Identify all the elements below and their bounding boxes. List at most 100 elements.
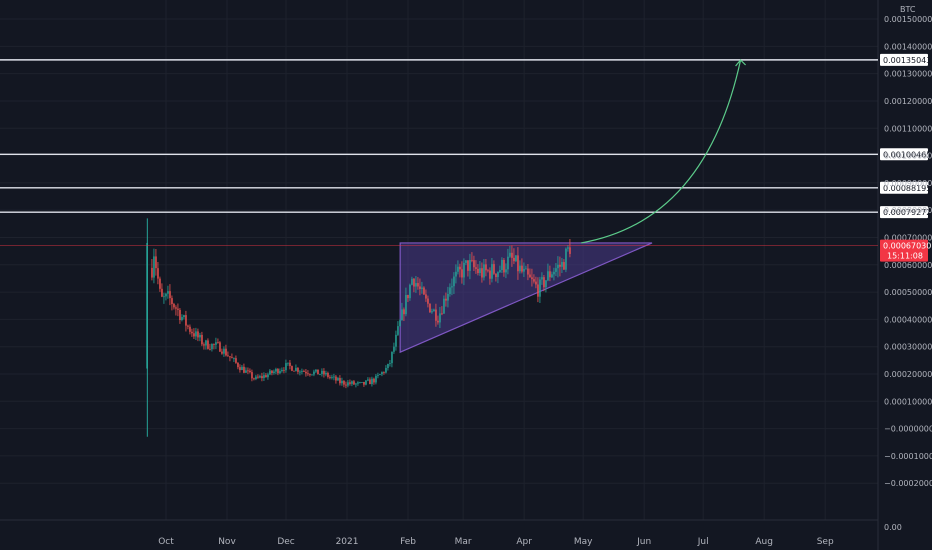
level-tag (880, 181, 928, 194)
x-tick-label: Aug (755, 537, 773, 547)
candle-body (169, 291, 171, 299)
candle-body (417, 283, 419, 287)
price-axis[interactable]: 0.001600000.001500000.001400000.00130000… (884, 0, 932, 488)
candle-body (425, 294, 427, 299)
time-axis[interactable]: Oct Nov Dec 2021 Feb Mar Apr May Jun Jul Aug Sep (158, 537, 834, 547)
candle-body (361, 381, 363, 383)
candle-body (187, 325, 189, 327)
candle-body (167, 291, 169, 294)
candle-body (423, 287, 425, 295)
x-tick-label: Dec (277, 537, 294, 547)
y-tick-label: 0.00080000 (884, 206, 932, 215)
candle-body (405, 294, 407, 315)
candle-body (371, 378, 373, 385)
candle-body (199, 334, 201, 338)
horizontal-levels[interactable]: 0.00135043 0.00100465 0.00088195 0.00079272 (0, 53, 931, 219)
candle-body (401, 309, 403, 321)
candle-body (189, 326, 191, 332)
candle-body (467, 260, 469, 271)
candle-body (263, 375, 265, 379)
y-tick-label: −0.00020000 (884, 479, 932, 488)
candle-body (347, 382, 349, 386)
candle-body (437, 320, 439, 323)
candle-body (373, 378, 375, 383)
candle-body (357, 382, 359, 384)
candle-body (359, 382, 361, 384)
y-tick-label: 0.00150000 (884, 15, 932, 24)
candle-body (431, 311, 433, 313)
candle-body (523, 268, 525, 272)
candle-body (459, 266, 461, 270)
candle-body (461, 269, 463, 278)
candle-body (557, 264, 559, 269)
candle-body (241, 366, 243, 371)
candle-body (231, 357, 233, 359)
x-tick-label: Jun (636, 537, 651, 547)
current-price-label: 0.00067030 (883, 242, 931, 251)
candle-body (295, 367, 297, 371)
candle-body (175, 307, 177, 309)
y-tick-label: 0.00070000 (884, 233, 932, 242)
candle-body (229, 356, 231, 358)
x-tick-label: Apr (516, 537, 532, 547)
candle-body (497, 272, 499, 278)
candle-body (179, 309, 181, 321)
candle-body (161, 288, 163, 297)
projection-arrow[interactable] (581, 59, 747, 244)
candle-body (535, 281, 537, 285)
candle-body (311, 374, 313, 376)
candle-body (243, 366, 245, 373)
candle-body (501, 259, 503, 271)
lower-pane-label: 0.00 (884, 523, 902, 532)
candle-body (447, 293, 449, 301)
candle-body (349, 382, 351, 384)
candle-body (151, 267, 153, 278)
triangle-shape[interactable] (399, 242, 653, 354)
candle-body (421, 287, 423, 289)
candle-body (413, 278, 415, 287)
candle-body (265, 375, 267, 378)
candle-body (541, 277, 543, 280)
y-tick-label: 0.00110000 (884, 124, 932, 133)
arrow-curve[interactable] (581, 59, 742, 244)
candle-body (369, 379, 371, 385)
candle-body (299, 371, 301, 373)
candle-body (473, 260, 475, 268)
candle-body (409, 284, 411, 299)
y-tick-label: 0.00120000 (884, 97, 932, 106)
candle-body (435, 309, 437, 321)
candle-body (245, 370, 247, 373)
candle-body (335, 376, 337, 381)
candle-body (483, 264, 485, 278)
candle-body (247, 370, 249, 372)
candle-body (195, 331, 197, 337)
candle-body (301, 371, 303, 372)
candle-body (315, 369, 317, 372)
candle-body (513, 257, 515, 262)
candle-body (403, 309, 405, 315)
y-tick-label: 0.00020000 (884, 370, 932, 379)
candle-body (457, 266, 459, 272)
candle-body (255, 376, 257, 380)
lower-pane: 0.00 (0, 0, 902, 550)
candle-body (269, 370, 271, 375)
candle-body (275, 369, 277, 372)
candle-body (539, 279, 541, 297)
y-tick-label: 0.00030000 (884, 343, 932, 352)
x-tick-label: 2021 (336, 537, 359, 547)
candle-body (307, 373, 309, 375)
candle-body (313, 371, 315, 375)
candle-body (451, 286, 453, 288)
candle-body (341, 380, 343, 384)
candle-body (415, 283, 417, 287)
ascending-triangle-pattern[interactable] (399, 242, 653, 354)
candle-body (399, 320, 401, 327)
candle-body (165, 293, 167, 297)
candle-body (159, 278, 161, 289)
candle-body (177, 308, 179, 310)
candle-body (411, 278, 413, 285)
candle-body (559, 264, 561, 267)
candle-body (505, 269, 507, 273)
countdown-label: 15:11:08 (887, 252, 923, 261)
